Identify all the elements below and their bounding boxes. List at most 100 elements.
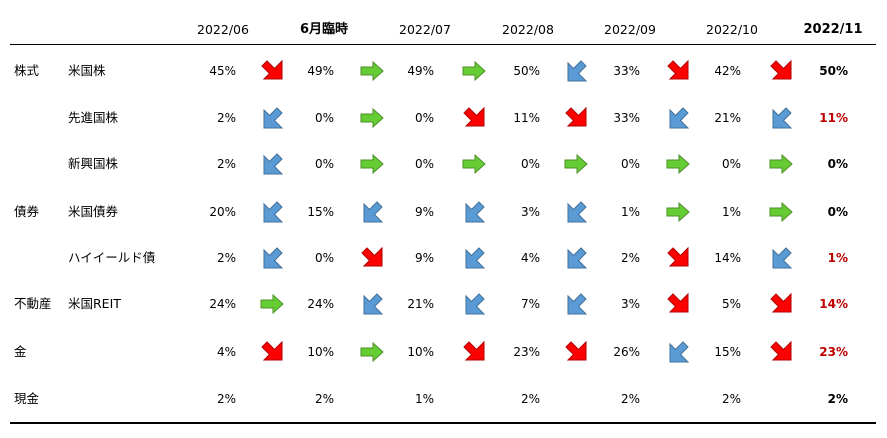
category-label: 不動産 — [14, 296, 52, 311]
value-cell: 1% — [721, 205, 741, 219]
value-cell: 42% — [714, 64, 741, 78]
latest-value: 14% — [819, 297, 848, 311]
arrow-up-icon — [767, 290, 795, 318]
arrow-up-icon — [664, 244, 692, 272]
value-cell: 49% — [307, 64, 334, 78]
arrow-down-icon — [664, 104, 692, 132]
value-cell: 15% — [714, 345, 741, 359]
asset-name: ハイイールド債 — [68, 250, 156, 265]
value-cell: 2% — [721, 392, 741, 406]
asset-name: 新興国株 — [68, 156, 119, 171]
value-cell: 33% — [613, 64, 640, 78]
value-cell: 0% — [314, 251, 334, 265]
value-cell: 50% — [513, 64, 540, 78]
value-cell: 23% — [513, 345, 540, 359]
value-cell: 0% — [620, 157, 640, 171]
value-cell: 0% — [314, 111, 334, 125]
arrow-up-icon — [562, 338, 590, 366]
column-header: 6月臨時 — [299, 22, 349, 37]
latest-value: 23% — [819, 345, 848, 359]
arrow-right-icon — [664, 150, 692, 178]
arrow-up-icon — [258, 338, 286, 366]
column-header: 2022/08 — [502, 22, 554, 37]
arrow-down-icon — [358, 198, 386, 226]
column-header: 2022/06 — [197, 22, 249, 37]
arrow-right-icon — [460, 150, 488, 178]
arrow-right-icon — [562, 150, 590, 178]
arrow-right-icon — [358, 150, 386, 178]
arrow-right-icon — [358, 57, 386, 85]
latest-value: 11% — [819, 111, 848, 125]
latest-value: 0% — [827, 157, 848, 171]
value-cell: 0% — [414, 157, 434, 171]
value-cell: 2% — [216, 157, 236, 171]
value-cell: 0% — [414, 111, 434, 125]
value-cell: 26% — [613, 345, 640, 359]
arrow-down-icon — [460, 244, 488, 272]
column-header: 2022/11 — [803, 22, 863, 37]
asset-name: 米国債券 — [68, 204, 119, 219]
column-header: 2022/07 — [399, 22, 451, 37]
arrow-right-icon — [767, 150, 795, 178]
value-cell: 14% — [714, 251, 741, 265]
arrow-right-icon — [767, 198, 795, 226]
value-cell: 11% — [513, 111, 540, 125]
asset-name: 先進国株 — [68, 110, 119, 125]
value-cell: 2% — [620, 251, 640, 265]
arrow-down-icon — [460, 198, 488, 226]
arrow-right-icon — [358, 104, 386, 132]
category-label: 金 — [14, 344, 27, 359]
value-cell: 2% — [216, 392, 236, 406]
value-cell: 0% — [314, 157, 334, 171]
value-cell: 45% — [209, 64, 236, 78]
arrow-down-icon — [258, 150, 286, 178]
arrow-down-icon — [258, 244, 286, 272]
arrow-up-icon — [664, 57, 692, 85]
value-cell: 1% — [414, 392, 434, 406]
arrow-down-icon — [562, 290, 590, 318]
column-header: 2022/09 — [604, 22, 656, 37]
arrow-up-icon — [460, 338, 488, 366]
value-cell: 7% — [520, 297, 540, 311]
latest-value: 1% — [827, 251, 848, 265]
value-cell: 24% — [307, 297, 334, 311]
arrow-up-icon — [767, 338, 795, 366]
category-label: 現金 — [14, 391, 40, 406]
category-label: 債券 — [14, 204, 40, 219]
value-cell: 4% — [216, 345, 236, 359]
header-rule-top — [10, 44, 876, 45]
arrow-right-icon — [358, 338, 386, 366]
value-cell: 3% — [620, 297, 640, 311]
value-cell: 2% — [216, 251, 236, 265]
value-cell: 24% — [209, 297, 236, 311]
value-cell: 2% — [520, 392, 540, 406]
value-cell: 20% — [209, 205, 236, 219]
value-cell: 3% — [520, 205, 540, 219]
value-cell: 10% — [307, 345, 334, 359]
value-cell: 9% — [414, 251, 434, 265]
arrow-down-icon — [767, 244, 795, 272]
arrow-up-icon — [258, 57, 286, 85]
arrow-down-icon — [258, 198, 286, 226]
arrow-down-icon — [358, 290, 386, 318]
arrow-right-icon — [460, 57, 488, 85]
arrow-down-icon — [258, 104, 286, 132]
value-cell: 33% — [613, 111, 640, 125]
arrow-right-icon — [664, 198, 692, 226]
value-cell: 15% — [307, 205, 334, 219]
arrow-down-icon — [562, 198, 590, 226]
value-cell: 1% — [620, 205, 640, 219]
value-cell: 0% — [721, 157, 741, 171]
value-cell: 2% — [314, 392, 334, 406]
arrow-up-icon — [767, 57, 795, 85]
arrow-down-icon — [664, 338, 692, 366]
arrow-up-icon — [358, 244, 386, 272]
value-cell: 10% — [407, 345, 434, 359]
value-cell: 0% — [520, 157, 540, 171]
latest-value: 2% — [827, 392, 848, 406]
column-header: 2022/10 — [706, 22, 758, 37]
value-cell: 2% — [620, 392, 640, 406]
arrow-down-icon — [767, 104, 795, 132]
value-cell: 5% — [721, 297, 741, 311]
